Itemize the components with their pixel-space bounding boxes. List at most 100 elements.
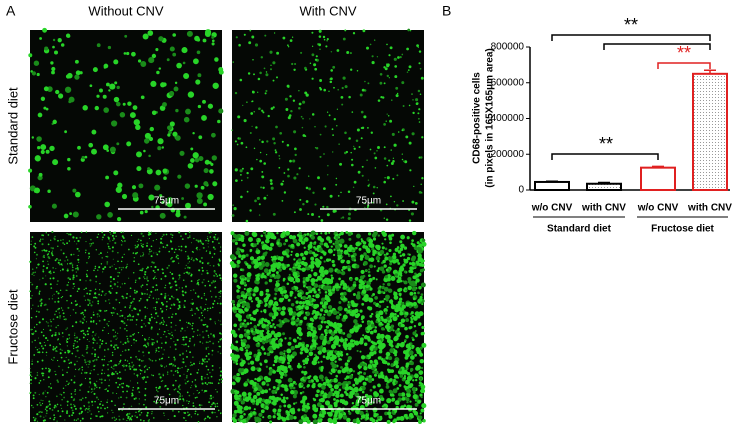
stain-dot (319, 79, 322, 82)
stain-dot (283, 384, 287, 388)
stain-dot (66, 284, 68, 286)
stain-dot (195, 379, 197, 381)
stain-dot (201, 257, 203, 259)
stain-dot (194, 313, 196, 315)
stain-dot (346, 353, 349, 356)
stain-dot (242, 254, 246, 258)
stain-dot (174, 281, 176, 283)
stain-dot (152, 111, 157, 116)
stain-dot (250, 167, 253, 170)
stain-dot (36, 136, 42, 142)
stain-dot (373, 302, 376, 305)
stain-dot (243, 319, 246, 322)
stain-dot (354, 148, 356, 150)
stain-dot (377, 56, 378, 57)
stain-dot (343, 38, 346, 41)
stain-dot (230, 254, 235, 259)
stain-dot (134, 257, 135, 258)
stain-dot (173, 260, 175, 262)
stain-dot (73, 283, 75, 285)
stain-dot (266, 154, 267, 155)
stain-dot (362, 334, 364, 336)
stain-dot (246, 172, 248, 174)
stain-dot (259, 363, 261, 365)
stain-dot (400, 235, 405, 240)
significance-label: ** (624, 15, 638, 35)
stain-dot (211, 412, 213, 414)
stain-dot (343, 77, 346, 80)
stain-dot (57, 410, 59, 412)
stain-dot (66, 341, 68, 343)
stain-dot (54, 334, 56, 336)
column-header: Without CNV (88, 3, 163, 18)
stain-dot (131, 415, 133, 417)
stain-dot (305, 417, 310, 422)
stain-dot (385, 67, 388, 70)
stain-dot (338, 415, 342, 419)
stain-dot (387, 362, 390, 365)
stain-dot (132, 185, 136, 189)
stain-dot (74, 74, 79, 79)
stain-dot (332, 363, 337, 368)
stain-dot (270, 243, 274, 247)
stain-dot (345, 362, 349, 366)
stain-dot (187, 31, 193, 37)
stain-dot (366, 376, 368, 378)
stain-dot (419, 50, 421, 52)
stain-dot (246, 305, 250, 309)
stain-dot (178, 279, 179, 280)
stain-dot (42, 261, 44, 263)
stain-dot (376, 150, 378, 152)
stain-dot (120, 231, 122, 233)
stain-dot (201, 312, 203, 314)
stain-dot (246, 288, 251, 293)
stain-dot (331, 274, 333, 276)
stain-dot (218, 320, 219, 321)
stain-dot (388, 160, 390, 162)
stain-dot (254, 111, 255, 112)
stain-dot (158, 36, 163, 41)
stain-dot (95, 335, 96, 336)
stain-dot (141, 233, 143, 235)
stain-dot (139, 403, 140, 404)
stain-dot (401, 324, 405, 328)
stain-dot (162, 272, 164, 274)
stain-dot (373, 186, 376, 189)
stain-dot (334, 335, 339, 340)
stain-dot (108, 248, 109, 249)
stain-dot (299, 385, 302, 388)
stain-dot (188, 401, 190, 403)
stain-dot (156, 254, 158, 256)
stain-dot (330, 69, 333, 72)
stain-dot (273, 213, 276, 216)
stain-dot (174, 389, 175, 390)
stain-dot (64, 419, 65, 420)
stain-dot (421, 177, 423, 179)
stain-dot (137, 382, 138, 383)
stain-dot (353, 146, 354, 147)
stain-dot (116, 418, 117, 419)
stain-dot (61, 399, 62, 400)
stain-dot (62, 242, 64, 244)
stain-dot (407, 236, 410, 239)
stain-dot (240, 281, 244, 285)
stain-dot (39, 402, 40, 403)
stain-dot (155, 307, 157, 309)
stain-dot (77, 361, 78, 362)
stain-dot (261, 141, 264, 144)
stain-dot (112, 250, 114, 252)
stain-dot (155, 312, 157, 314)
stain-dot (149, 367, 150, 368)
stain-dot (94, 349, 96, 351)
stain-dot (34, 377, 36, 379)
stain-dot (109, 248, 110, 249)
stain-dot (99, 345, 100, 346)
stain-dot (62, 350, 63, 351)
stain-dot (41, 331, 43, 333)
stain-dot (118, 397, 119, 398)
stain-dot (170, 370, 172, 372)
stain-dot (395, 87, 398, 90)
stain-dot (317, 176, 320, 179)
stain-dot (96, 397, 98, 399)
stain-dot (236, 373, 240, 377)
